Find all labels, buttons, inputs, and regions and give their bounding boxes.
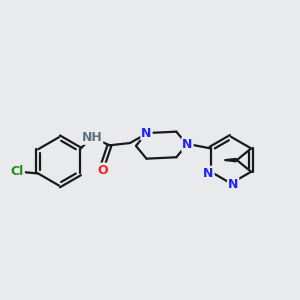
Text: N: N <box>228 178 238 191</box>
Text: Cl: Cl <box>11 165 24 178</box>
Text: NH: NH <box>82 131 102 144</box>
Text: O: O <box>98 164 108 176</box>
Text: N: N <box>141 127 152 140</box>
Text: N: N <box>203 167 214 180</box>
Text: N: N <box>182 138 193 151</box>
